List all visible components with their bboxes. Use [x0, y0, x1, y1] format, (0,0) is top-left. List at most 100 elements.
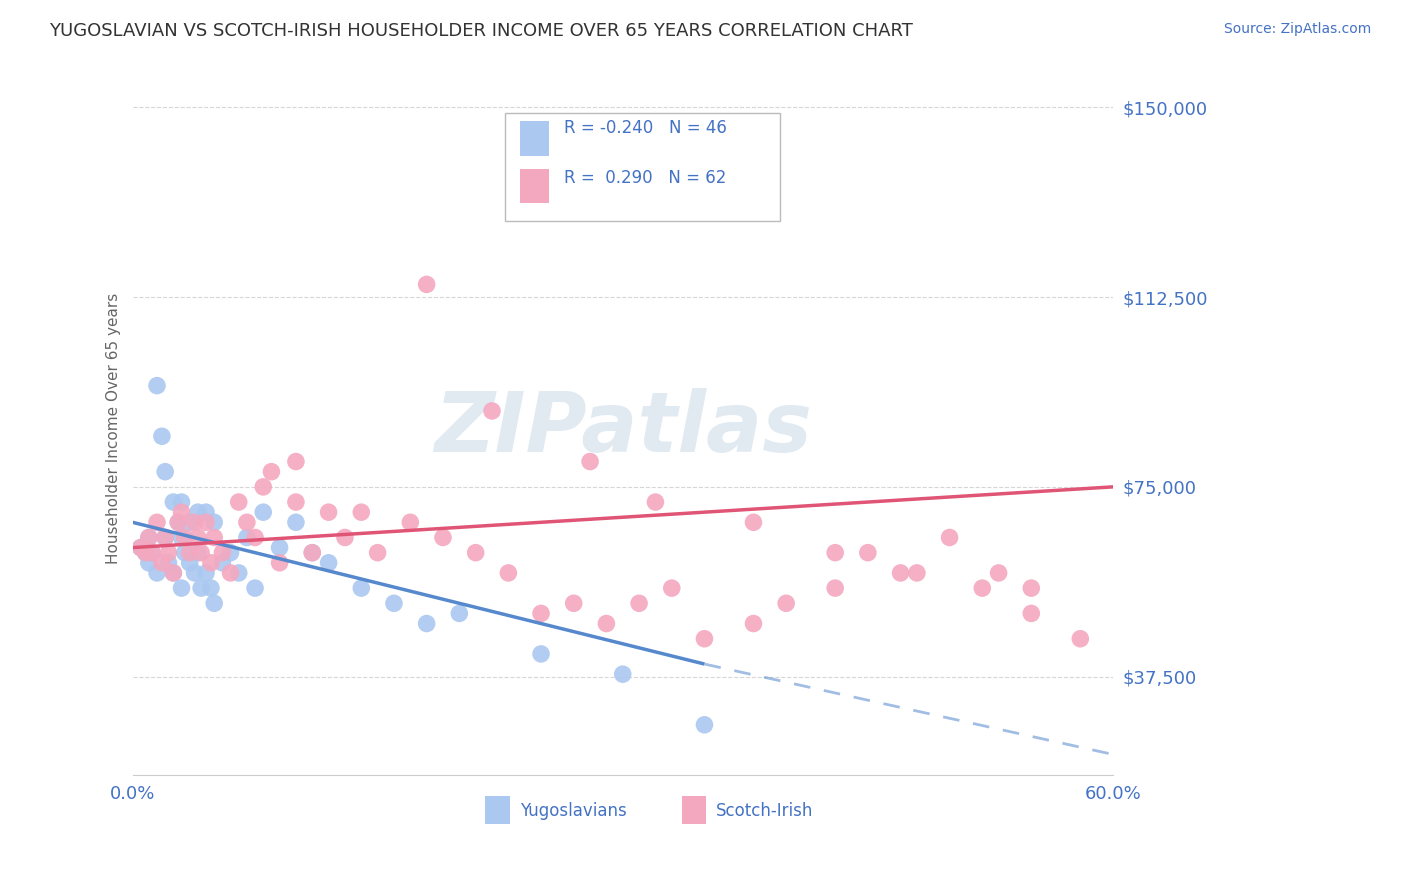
Bar [485, 797, 510, 824]
Point [399, 516, 422, 530]
Point [195, 516, 218, 530]
Point [432, 531, 454, 545]
Point [173, 546, 195, 560]
Point [195, 566, 218, 580]
Point [824, 546, 846, 560]
Text: R = -0.240   N = 46: R = -0.240 N = 46 [564, 120, 727, 137]
Point [742, 516, 765, 530]
Point [153, 465, 176, 479]
Point [157, 546, 180, 560]
Point [243, 581, 266, 595]
Point [162, 495, 184, 509]
Point [464, 546, 486, 560]
Point [135, 546, 157, 560]
Point [219, 546, 242, 560]
Point [183, 516, 205, 530]
Point [179, 546, 201, 560]
Point [1019, 581, 1042, 595]
Point [167, 516, 190, 530]
Point [173, 531, 195, 545]
Point [200, 581, 222, 595]
Point [498, 566, 520, 580]
Bar [520, 121, 550, 156]
Point [367, 546, 389, 560]
Point [195, 505, 218, 519]
Point [775, 596, 797, 610]
Point [129, 541, 152, 555]
Point [243, 531, 266, 545]
Point [318, 505, 340, 519]
Text: Source: ZipAtlas.com: Source: ZipAtlas.com [1223, 22, 1371, 37]
Point [693, 718, 716, 732]
Point [153, 531, 176, 545]
Point [138, 531, 160, 545]
Point [150, 429, 173, 443]
Point [211, 556, 233, 570]
Text: Scotch-Irish: Scotch-Irish [716, 803, 813, 821]
Point [236, 516, 259, 530]
Point [236, 531, 259, 545]
Point [190, 581, 212, 595]
Point [579, 454, 602, 468]
Point [856, 546, 879, 560]
Point [269, 556, 291, 570]
Point [153, 531, 176, 545]
Point [228, 495, 250, 509]
Point [938, 531, 960, 545]
Point [187, 546, 209, 560]
Point [167, 516, 190, 530]
Point [905, 566, 928, 580]
Point [146, 516, 169, 530]
Point [179, 516, 201, 530]
Point [530, 647, 553, 661]
Point [284, 454, 307, 468]
Bar [520, 169, 550, 203]
Point [200, 556, 222, 570]
Point [135, 546, 157, 560]
Point [252, 505, 274, 519]
Point [146, 378, 169, 392]
Point [972, 581, 994, 595]
Point [129, 541, 152, 555]
Point [693, 632, 716, 646]
Point [301, 546, 323, 560]
Point [449, 607, 471, 621]
Point [260, 465, 283, 479]
Point [170, 581, 193, 595]
Point [219, 566, 242, 580]
Point [170, 495, 193, 509]
Point [1019, 607, 1042, 621]
Text: YUGOSLAVIAN VS SCOTCH-IRISH HOUSEHOLDER INCOME OVER 65 YEARS CORRELATION CHART: YUGOSLAVIAN VS SCOTCH-IRISH HOUSEHOLDER … [49, 22, 912, 40]
Point [824, 581, 846, 595]
Point [562, 596, 585, 610]
Point [187, 531, 209, 545]
Point [187, 505, 209, 519]
Point [141, 546, 163, 560]
Point [190, 546, 212, 560]
Text: Yugoslavians: Yugoslavians [520, 803, 627, 821]
Point [382, 596, 405, 610]
Point [202, 596, 225, 610]
Point [628, 596, 651, 610]
Point [252, 480, 274, 494]
Point [138, 531, 160, 545]
Point [170, 531, 193, 545]
Point [211, 546, 233, 560]
Point [269, 541, 291, 555]
Text: R =  0.290   N = 62: R = 0.290 N = 62 [564, 169, 727, 186]
Point [228, 566, 250, 580]
Point [612, 667, 634, 681]
Point [284, 495, 307, 509]
Point [162, 566, 184, 580]
Point [644, 495, 666, 509]
Point [415, 616, 437, 631]
Point [301, 546, 323, 560]
Y-axis label: Householder Income Over 65 years: Householder Income Over 65 years [107, 293, 121, 565]
Point [284, 516, 307, 530]
Point [350, 505, 373, 519]
Point [179, 556, 201, 570]
Point [890, 566, 912, 580]
Point [138, 556, 160, 570]
Bar [682, 797, 706, 824]
Point [183, 566, 205, 580]
